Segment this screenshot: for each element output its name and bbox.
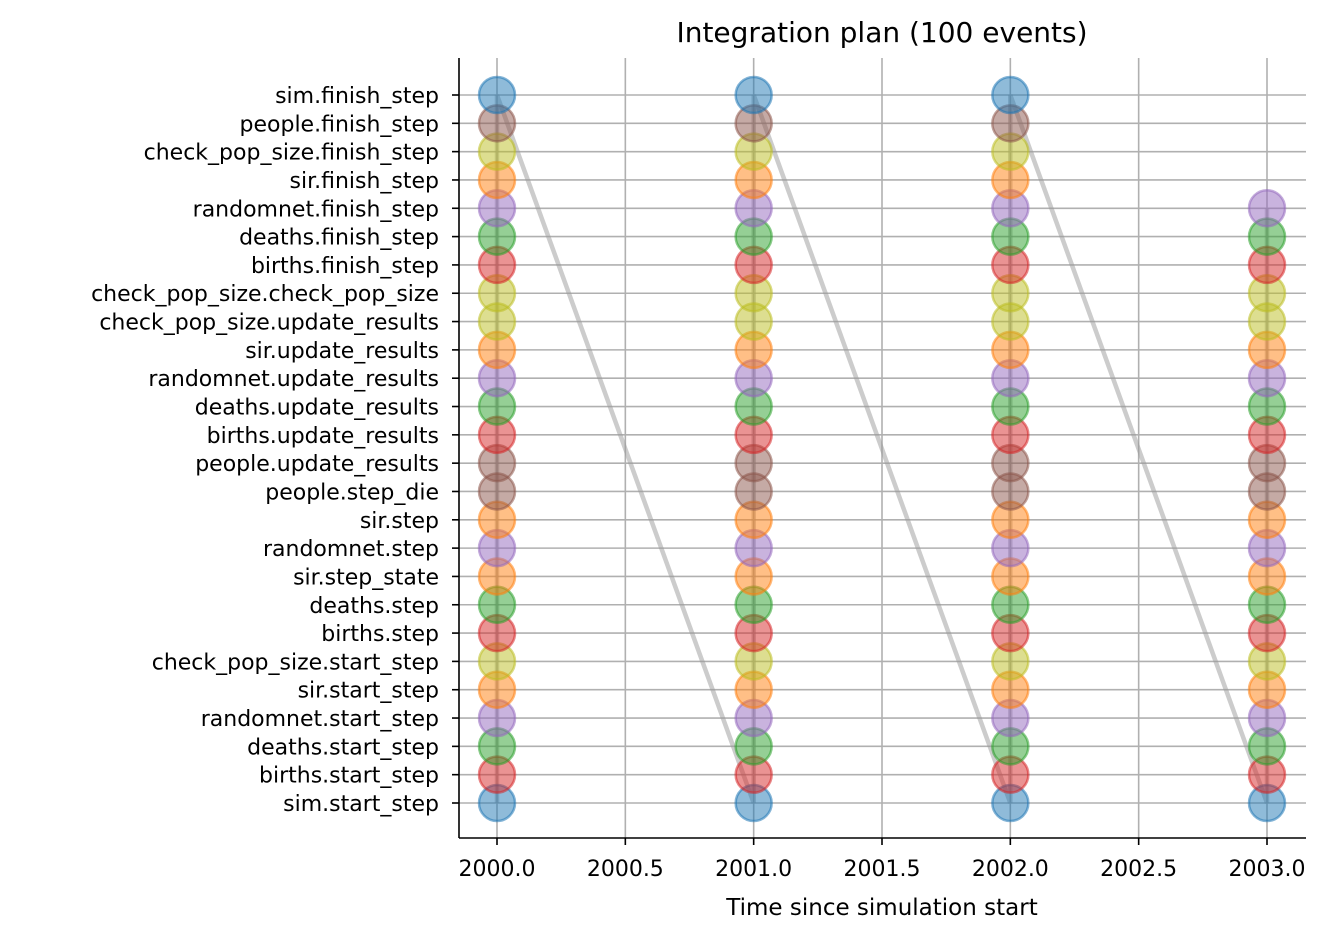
y-tick-label: deaths.step [309, 594, 439, 619]
y-tick-label: births.step [321, 622, 439, 647]
y-tick-label: births.start_step [259, 764, 439, 789]
y-tick-label: births.update_results [207, 424, 439, 449]
y-tick-label: sir.update_results [245, 339, 439, 364]
x-tick-label: 2001.0 [715, 857, 792, 882]
y-tick-label: check_pop_size.check_pop_size [91, 282, 439, 307]
y-tick-label: sir.step [360, 509, 439, 534]
x-tick-label: 2000.0 [459, 857, 536, 882]
y-tick-label: check_pop_size.finish_step [144, 141, 439, 166]
x-tick-label: 2001.5 [844, 857, 921, 882]
x-tick-label: 2002.0 [972, 857, 1049, 882]
x-tick-labels: 2000.0 2000.5 2001.0 2001.5 2002.0 2002.5 2003… [459, 857, 1306, 882]
y-tick-label: sim.start_step [283, 792, 439, 817]
event-point: sim.finish_step @ 2001.0 [734, 75, 773, 115]
y-tick-label: randomnet.finish_step [193, 197, 439, 222]
x-axis-label: Time since simulation start [725, 895, 1037, 921]
y-tick-label: people.step_die [265, 480, 439, 505]
y-tick-label: deaths.start_step [247, 735, 439, 760]
axis-layer [452, 58, 1306, 845]
y-tick-label: sir.step_state [293, 565, 439, 590]
y-tick-label: randomnet.step [263, 537, 439, 562]
y-tick-label: people.update_results [195, 452, 439, 477]
y-tick-labels: sim.start_step births.start_step deaths.st… [91, 84, 439, 817]
y-tick-label: randomnet.start_step [201, 707, 439, 732]
y-tick-label: check_pop_size.update_results [99, 311, 439, 336]
event-point: sim.finish_step @ 2002.0 [991, 75, 1030, 115]
y-tick-label: people.finish_step [240, 112, 439, 137]
x-tick-label: 2003.0 [1229, 857, 1306, 882]
y-tick-label: sim.finish_step [275, 84, 439, 109]
event-point: randomnet.finish_step @ 2003.0 [1247, 189, 1287, 228]
event-point: sim.finish_step @ 2000.0 [477, 75, 517, 115]
event-point-layer: sim.start_step @ 2000.0births.start_step… [477, 75, 1287, 823]
y-tick-label: check_pop_size.start_step [152, 650, 439, 675]
y-tick-label: randomnet.update_results [148, 367, 439, 392]
x-tick-label: 2000.5 [587, 857, 664, 882]
chart-title: Integration plan (100 events) [676, 16, 1087, 49]
y-tick-label: sir.finish_step [290, 169, 440, 194]
y-tick-label: births.finish_step [251, 254, 439, 279]
y-tick-label: deaths.finish_step [239, 226, 439, 251]
y-tick-label: sir.start_step [298, 679, 439, 704]
x-tick-label: 2002.5 [1100, 857, 1177, 882]
y-tick-label: deaths.update_results [195, 396, 439, 421]
